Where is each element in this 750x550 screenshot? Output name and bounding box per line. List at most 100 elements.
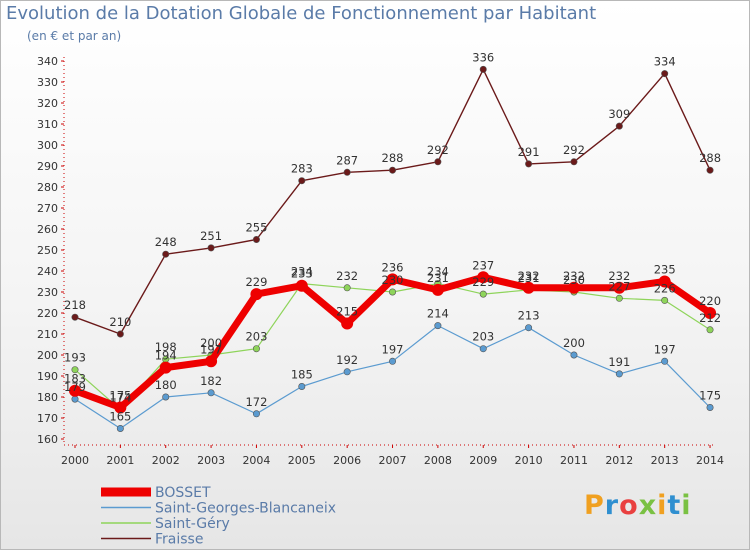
data-label-saint-georges-blancaneix: 214: [427, 307, 449, 321]
data-label-bosset: 183: [64, 372, 86, 386]
data-point-saint-gery: [615, 294, 623, 302]
data-point-bosset: [431, 283, 444, 296]
x-tick-label: 2004: [242, 454, 270, 467]
x-tick-label: 2001: [106, 454, 134, 467]
data-label-fraisse: 334: [654, 55, 676, 69]
y-tick-label: 250: [37, 244, 58, 257]
data-label-saint-gery: 231: [518, 271, 540, 285]
data-label-saint-gery: 193: [64, 351, 86, 365]
data-label-bosset: 232: [563, 269, 585, 283]
x-tick-label: 2003: [197, 454, 225, 467]
y-tick-label: 310: [37, 118, 58, 131]
data-point-saint-gery: [706, 326, 714, 334]
data-label-fraisse: 218: [64, 298, 86, 312]
logo-letter: r: [604, 490, 620, 521]
data-label-bosset: 215: [336, 305, 358, 319]
data-label-fraisse: 255: [245, 221, 267, 235]
data-label-bosset: 194: [155, 349, 177, 363]
data-point-fraisse: [615, 122, 623, 130]
data-point-saint-gery: [661, 296, 669, 304]
data-label-bosset: 235: [654, 263, 676, 277]
data-point-saint-georges-blancaneix: [570, 351, 578, 359]
data-point-fraisse: [434, 158, 442, 166]
data-label-saint-georges-blancaneix: 175: [699, 389, 721, 403]
data-label-saint-gery: 200: [200, 336, 222, 350]
y-tick-label: 230: [37, 286, 58, 299]
data-label-bosset: 175: [109, 389, 131, 403]
data-label-saint-gery: 234: [427, 265, 449, 279]
data-point-bosset: [295, 279, 308, 292]
data-point-bosset: [386, 273, 399, 286]
data-label-fraisse: 309: [608, 107, 630, 121]
data-label-saint-georges-blancaneix: 213: [518, 309, 540, 323]
data-point-fraisse: [570, 158, 578, 166]
data-point-bosset: [704, 307, 717, 319]
data-point-saint-georges-blancaneix: [661, 357, 669, 365]
data-label-saint-gery: 226: [654, 281, 676, 295]
y-tick-label: 330: [37, 76, 58, 89]
data-label-fraisse: 292: [427, 143, 449, 157]
proxiti-logo: Proxiti: [584, 490, 692, 521]
y-tick-label: 160: [37, 433, 58, 446]
data-point-bosset: [114, 401, 127, 414]
y-tick-label: 320: [37, 97, 58, 110]
logo-letter: i: [657, 490, 668, 521]
data-label-bosset: 232: [608, 269, 630, 283]
legend-label-saint-georges-blancaneix: Saint-Georges-Blancaneix: [155, 501, 336, 517]
logo-letter: o: [619, 490, 639, 521]
data-point-saint-gery: [479, 290, 487, 298]
data-point-fraisse: [706, 166, 714, 174]
y-tick-label: 260: [37, 223, 58, 236]
data-label-saint-gery: 203: [245, 330, 267, 344]
data-label-saint-gery: 174: [109, 391, 131, 405]
data-point-saint-georges-blancaneix: [479, 345, 487, 353]
data-label-bosset: 236: [382, 260, 404, 274]
data-label-saint-gery: 212: [699, 311, 721, 325]
data-point-bosset: [613, 281, 626, 294]
logo-letter: x: [638, 490, 658, 521]
data-label-saint-georges-blancaneix: 197: [382, 342, 404, 356]
x-tick-label: 2010: [515, 454, 543, 467]
data-point-fraisse: [162, 250, 170, 258]
data-label-saint-gery: 230: [563, 273, 585, 287]
data-point-bosset: [567, 281, 580, 294]
data-point-fraisse: [207, 244, 215, 252]
data-label-saint-georges-blancaneix: 172: [245, 395, 267, 409]
data-label-saint-gery: 227: [608, 279, 630, 293]
data-point-saint-georges-blancaneix: [389, 357, 397, 365]
chart-title: Evolution de la Dotation Globale de Fonc…: [6, 3, 597, 24]
data-point-fraisse: [71, 313, 79, 321]
legend-label-saint-gery: Saint-Géry: [155, 516, 230, 532]
data-point-bosset: [69, 384, 81, 397]
data-label-bosset: 237: [472, 258, 494, 272]
data-point-bosset: [658, 275, 671, 288]
x-tick-label: 2007: [379, 454, 407, 467]
data-label-saint-georges-blancaneix: 182: [200, 374, 222, 388]
data-label-fraisse: 292: [563, 143, 585, 157]
legend-label-bosset: BOSSET: [155, 485, 211, 501]
data-point-bosset: [205, 355, 218, 368]
data-label-bosset: 229: [245, 275, 267, 289]
data-label-saint-gery: 234: [291, 265, 313, 279]
data-label-fraisse: 251: [200, 229, 222, 243]
y-tick-label: 170: [37, 412, 58, 425]
data-label-bosset: 197: [200, 342, 222, 356]
data-label-saint-georges-blancaneix: 197: [654, 342, 676, 356]
data-label-saint-georges-blancaneix: 165: [109, 410, 131, 424]
y-tick-label: 190: [37, 370, 58, 383]
data-point-fraisse: [116, 330, 124, 338]
data-point-saint-georges-blancaneix: [252, 410, 260, 418]
data-label-saint-georges-blancaneix: 191: [608, 355, 630, 369]
data-label-fraisse: 210: [109, 315, 131, 329]
data-point-bosset: [159, 361, 172, 374]
data-label-fraisse: 291: [518, 145, 540, 159]
data-point-saint-gery: [343, 284, 351, 292]
data-label-fraisse: 288: [382, 151, 404, 165]
y-tick-label: 200: [37, 349, 58, 362]
data-point-bosset: [477, 271, 490, 284]
data-label-saint-georges-blancaneix: 192: [336, 353, 358, 367]
data-label-bosset: 232: [518, 269, 540, 283]
x-tick-label: 2008: [424, 454, 452, 467]
x-tick-label: 2014: [696, 454, 724, 467]
